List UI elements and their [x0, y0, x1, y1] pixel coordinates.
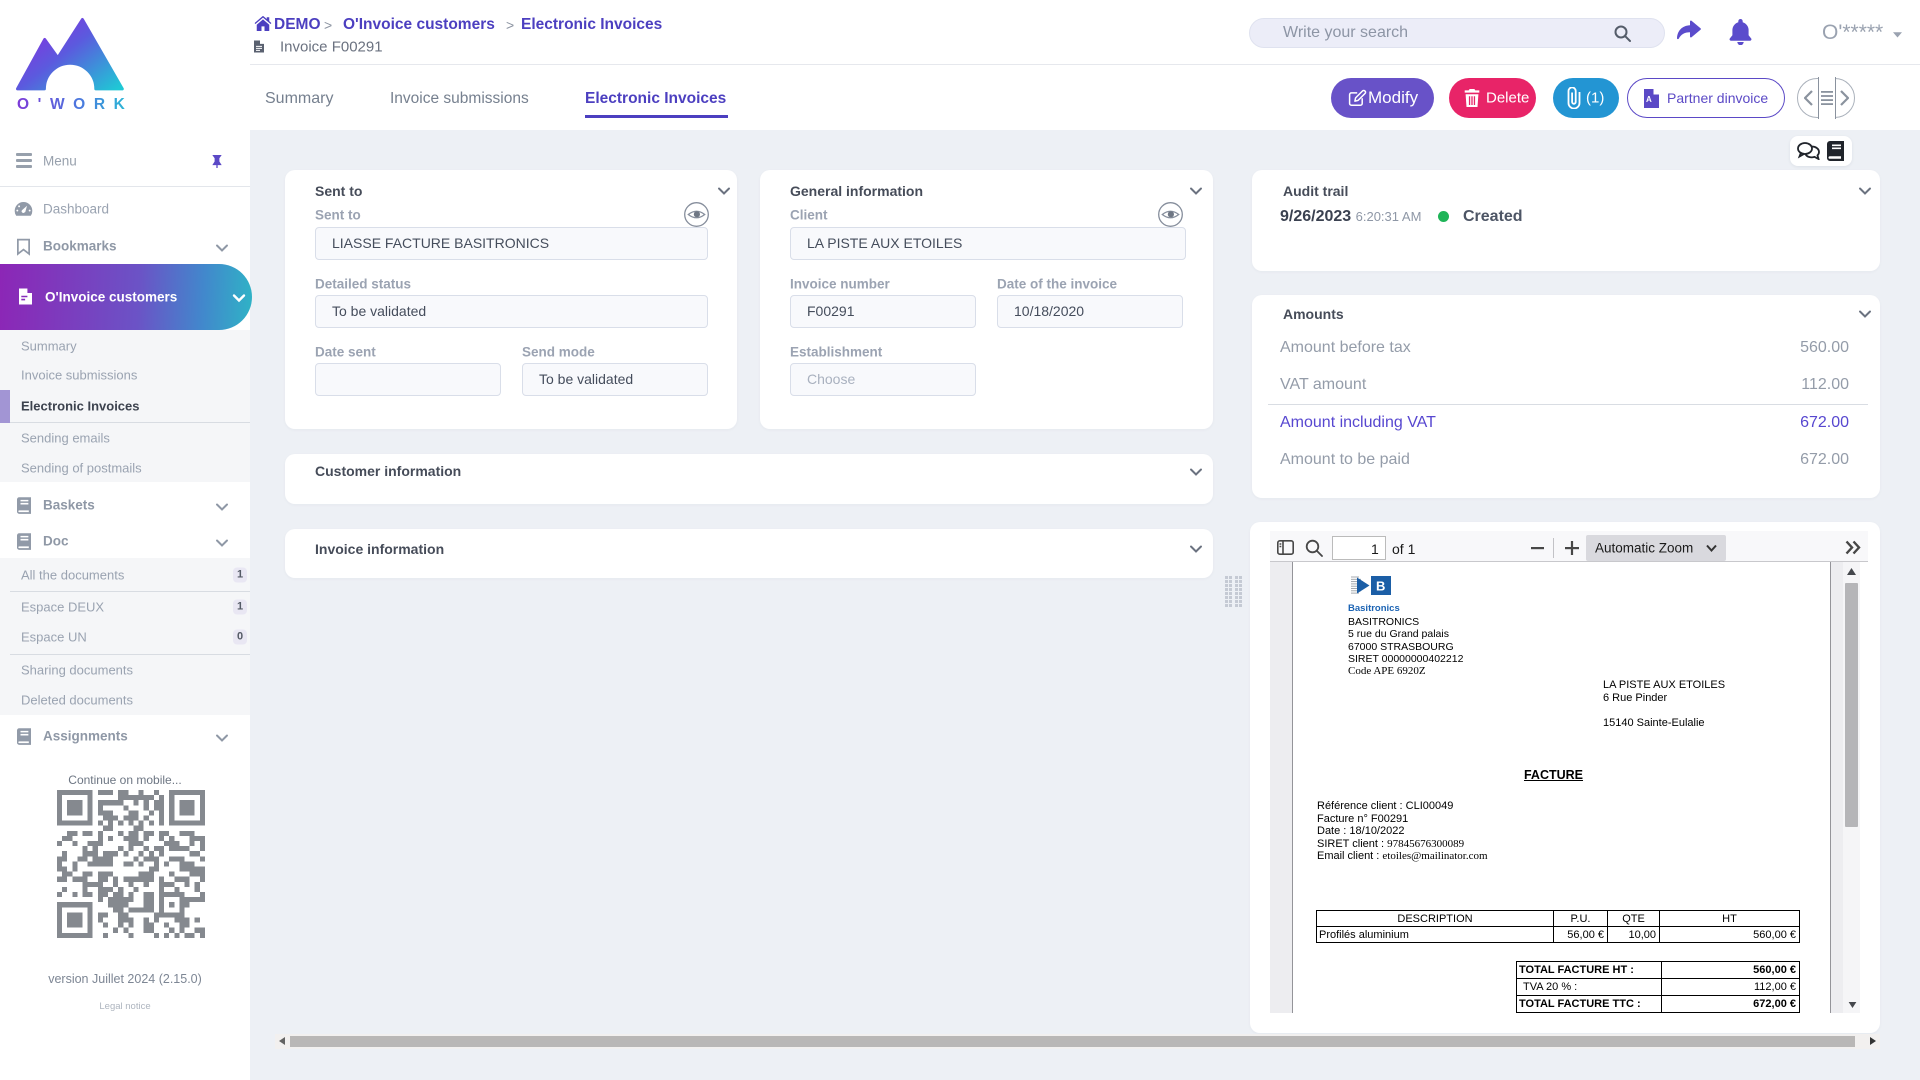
svg-text:B: B	[1376, 579, 1385, 594]
svg-text:A: A	[1646, 95, 1652, 104]
svg-text:O'WORK: O'WORK	[17, 96, 133, 112]
